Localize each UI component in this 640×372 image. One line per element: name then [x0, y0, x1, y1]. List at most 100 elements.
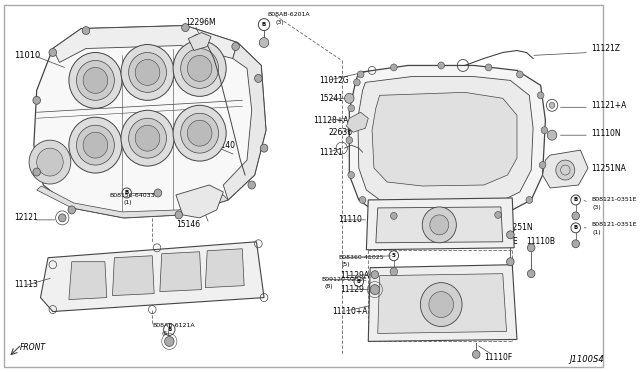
Polygon shape — [188, 33, 211, 51]
Circle shape — [549, 102, 555, 108]
Text: B: B — [573, 225, 578, 230]
Polygon shape — [543, 150, 588, 188]
Polygon shape — [366, 198, 514, 250]
Circle shape — [135, 60, 160, 86]
Circle shape — [77, 61, 115, 100]
Circle shape — [443, 214, 449, 221]
Polygon shape — [52, 26, 237, 62]
Text: (3): (3) — [275, 20, 284, 25]
Circle shape — [541, 127, 548, 134]
Text: (8): (8) — [324, 284, 333, 289]
Circle shape — [420, 283, 462, 327]
Text: 11129: 11129 — [340, 285, 364, 294]
Text: B08360-41025: B08360-41025 — [338, 255, 383, 260]
Circle shape — [232, 42, 239, 51]
Circle shape — [438, 62, 445, 69]
Circle shape — [527, 270, 535, 278]
Text: 11113: 11113 — [14, 280, 38, 289]
Polygon shape — [113, 256, 154, 296]
Circle shape — [547, 130, 557, 140]
Circle shape — [154, 189, 162, 197]
Circle shape — [359, 196, 366, 203]
Circle shape — [82, 26, 90, 35]
Circle shape — [33, 96, 40, 104]
Circle shape — [429, 292, 454, 318]
Circle shape — [69, 52, 122, 108]
Circle shape — [77, 125, 115, 165]
Circle shape — [516, 71, 523, 78]
Text: 11110N: 11110N — [591, 129, 621, 138]
Circle shape — [180, 113, 219, 153]
Circle shape — [422, 207, 456, 243]
Text: J1100S4: J1100S4 — [569, 355, 604, 364]
Circle shape — [188, 55, 212, 81]
Circle shape — [348, 105, 355, 112]
Circle shape — [344, 93, 354, 103]
Circle shape — [36, 148, 63, 176]
Text: B: B — [262, 22, 266, 27]
Text: (1): (1) — [124, 201, 132, 205]
Text: 11121+A: 11121+A — [591, 101, 627, 110]
Circle shape — [188, 120, 212, 146]
Text: (6): (6) — [162, 331, 170, 336]
Text: 11110: 11110 — [338, 215, 362, 224]
Circle shape — [29, 140, 71, 184]
Text: 11110E: 11110E — [490, 237, 518, 246]
Polygon shape — [372, 92, 517, 186]
Text: 11121Z: 11121Z — [591, 44, 620, 53]
Circle shape — [175, 211, 182, 219]
Polygon shape — [160, 252, 202, 292]
Text: B: B — [125, 190, 129, 195]
Circle shape — [173, 41, 226, 96]
Circle shape — [260, 144, 268, 152]
Circle shape — [68, 206, 76, 214]
Circle shape — [135, 125, 160, 151]
Circle shape — [507, 231, 514, 239]
Text: 11129A: 11129A — [340, 271, 369, 280]
Circle shape — [58, 214, 66, 222]
Circle shape — [83, 67, 108, 93]
Circle shape — [507, 258, 514, 266]
Text: 11140: 11140 — [211, 141, 235, 150]
Text: 11251NA: 11251NA — [591, 164, 626, 173]
Circle shape — [353, 79, 360, 86]
Circle shape — [472, 350, 480, 358]
Text: 8: 8 — [357, 279, 361, 284]
Text: 22636: 22636 — [328, 128, 353, 137]
Circle shape — [572, 212, 579, 220]
Text: 11110B: 11110B — [527, 237, 556, 246]
Polygon shape — [346, 112, 368, 132]
Text: 5: 5 — [392, 253, 396, 258]
Polygon shape — [205, 249, 244, 288]
Text: B08156-64033: B08156-64033 — [109, 193, 156, 199]
Polygon shape — [368, 265, 517, 341]
Text: 12296M: 12296M — [186, 18, 216, 27]
Polygon shape — [358, 76, 533, 206]
Circle shape — [390, 64, 397, 71]
Text: (3): (3) — [593, 205, 602, 211]
Polygon shape — [36, 186, 228, 218]
Polygon shape — [34, 26, 266, 218]
Circle shape — [69, 117, 122, 173]
Text: 11110F: 11110F — [484, 353, 512, 362]
Circle shape — [173, 105, 226, 161]
Polygon shape — [176, 185, 223, 218]
Circle shape — [556, 160, 575, 180]
Circle shape — [348, 171, 355, 179]
Text: FRONT: FRONT — [20, 343, 45, 352]
Circle shape — [49, 48, 56, 57]
Circle shape — [255, 74, 262, 82]
Polygon shape — [376, 207, 503, 243]
Text: 11114: 11114 — [389, 215, 413, 224]
Circle shape — [83, 132, 108, 158]
Polygon shape — [378, 274, 507, 333]
Text: 11128+A: 11128+A — [314, 116, 349, 125]
Circle shape — [526, 196, 532, 203]
Circle shape — [33, 168, 40, 176]
Circle shape — [538, 92, 544, 99]
Circle shape — [495, 211, 501, 218]
Circle shape — [121, 45, 174, 100]
Text: 11121: 11121 — [319, 148, 343, 157]
Circle shape — [180, 48, 219, 89]
Circle shape — [121, 110, 174, 166]
